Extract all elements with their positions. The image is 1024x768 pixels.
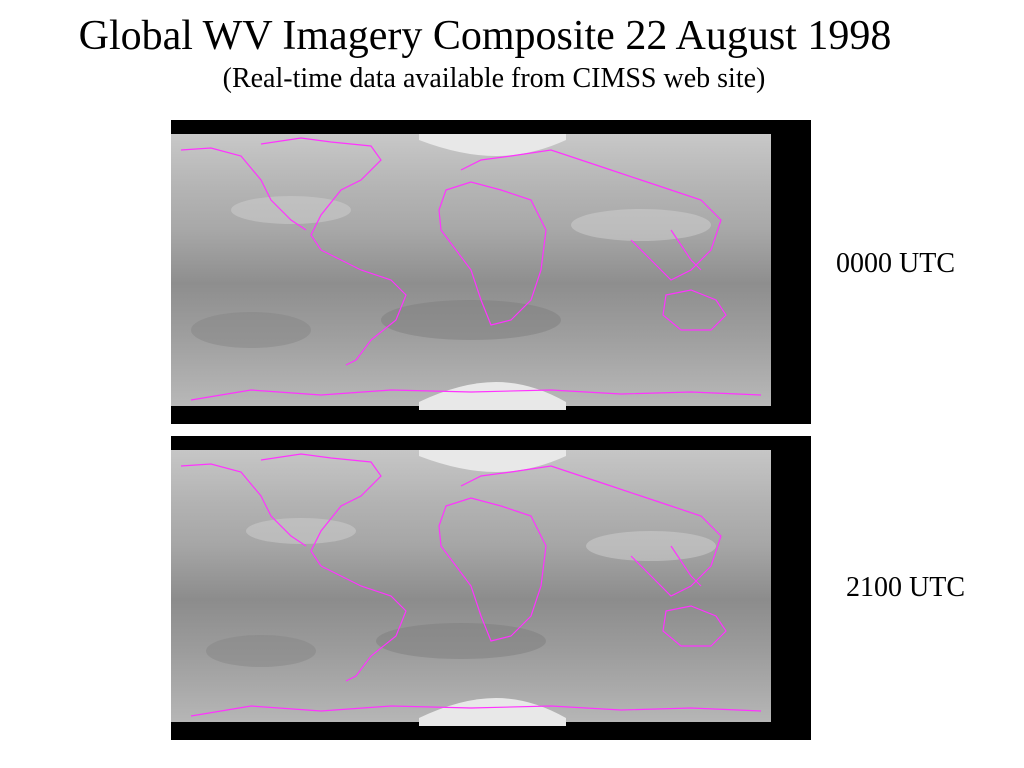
white-gap-bottom xyxy=(419,698,566,726)
white-gap-bottom xyxy=(419,382,566,410)
slide-title: Global WV Imagery Composite 22 August 19… xyxy=(78,13,892,59)
white-gap-top xyxy=(419,450,566,472)
wv-image-0000-utc xyxy=(171,120,811,424)
time-label-0000-utc: 0000 UTC xyxy=(836,248,955,279)
wv-composite-map xyxy=(171,134,771,410)
wv-image-2100-utc xyxy=(171,436,811,740)
wv-composite-map xyxy=(171,450,771,726)
coastlines xyxy=(180,137,762,401)
slide-subtitle: (Real-time data available from CIMSS web… xyxy=(222,63,766,94)
time-label-2100-utc: 2100 UTC xyxy=(846,572,965,603)
coastlines xyxy=(180,453,762,717)
white-gap-top xyxy=(419,134,566,156)
